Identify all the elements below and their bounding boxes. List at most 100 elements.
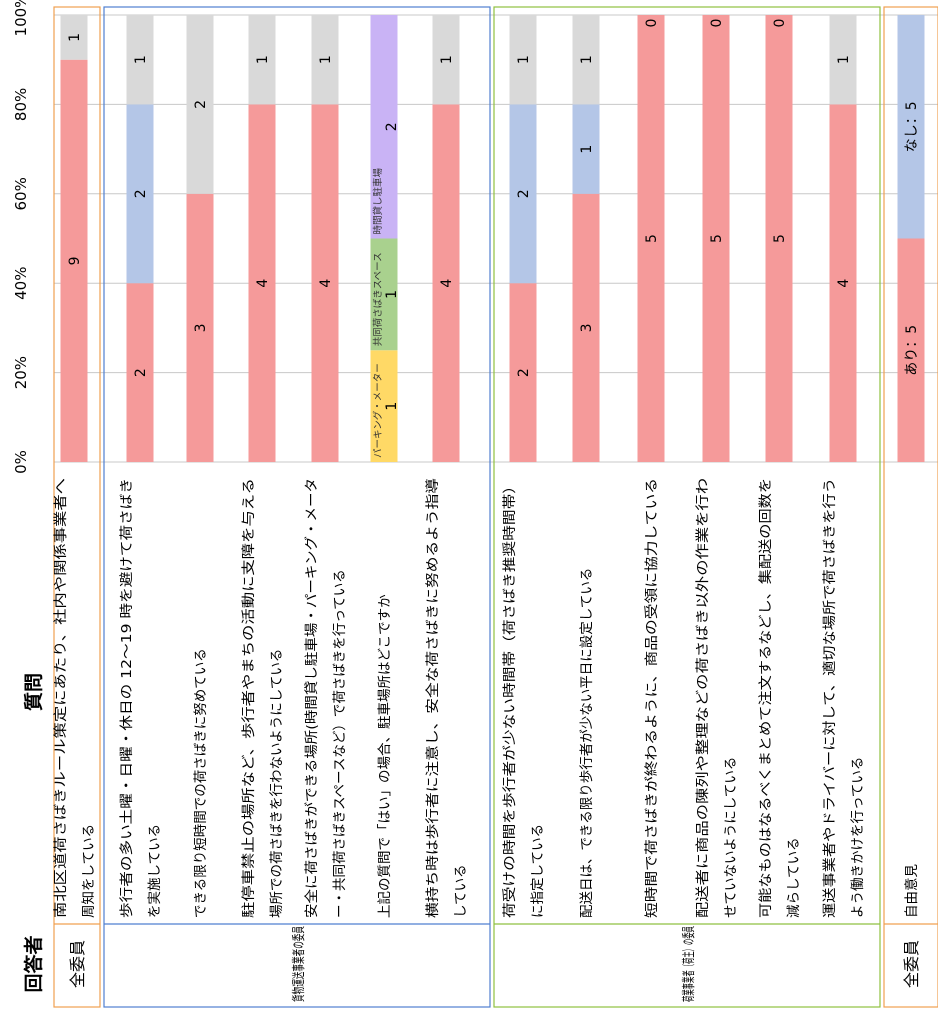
bar-value-label: 2 xyxy=(516,189,532,198)
bar-value-label: 4 xyxy=(255,279,271,288)
question-text: している xyxy=(453,864,469,918)
bar-value-label: 2 xyxy=(516,368,532,377)
question-text: 自由意見 xyxy=(903,864,920,918)
question-text: 短時間で荷さばきが終わるように、商品の受領に協力している xyxy=(643,478,660,918)
segment-category-label: パーキング・メーター xyxy=(372,363,384,458)
bar-value-label: 1 xyxy=(439,55,455,64)
bar-value-label: 0 xyxy=(709,19,725,28)
question-text: せていないようにしている xyxy=(723,757,739,918)
bar-segment xyxy=(126,104,154,284)
axis-tick-label: 80% xyxy=(12,88,30,121)
axis-tick-label: 0% xyxy=(12,450,30,474)
question-text: 場所での荷さばきを行わないようにしている xyxy=(269,649,285,918)
bar-segment xyxy=(509,15,537,105)
question-rows: 南北区道荷さばきルール策定にあたり、社内や関係事業者へ 周知をしている 9 1 歩行者の… xyxy=(52,14,925,918)
bar-value-label: 1 xyxy=(384,290,400,299)
bar-value-label: 1 xyxy=(516,55,532,64)
question-text: 配送者に商品の陳列や整理などの荷さばき以外の作業を行わ xyxy=(695,478,711,918)
respondent-group-label: 全委員 xyxy=(68,940,87,988)
respondent-groups: 全委員 貨物運送事業者の委員 荷業事業者（荷主）の委員 全委員 xyxy=(53,6,938,1008)
bar-segment xyxy=(186,193,214,462)
bar-segment xyxy=(126,283,154,462)
question-text: よう働きかけを行っている xyxy=(850,757,866,918)
bar-segment xyxy=(572,104,600,194)
bar-value-label: 4 xyxy=(836,279,852,288)
question-text: 南北区道荷さばきルール策定にあたり、社内や関係事業者へ xyxy=(52,478,69,918)
bar-segment xyxy=(432,15,460,105)
bar-value-label: 1 xyxy=(318,55,334,64)
bar-segment xyxy=(897,238,925,462)
segment-category-label: 共同荷さばきスペース xyxy=(373,252,384,346)
bar-segment xyxy=(311,104,339,462)
bar-value-label: 1 xyxy=(384,402,400,411)
bar-segment xyxy=(186,14,214,194)
bar-value-label: あり：5 xyxy=(904,325,920,376)
bar-value-label: 2 xyxy=(133,189,149,198)
bar-segment xyxy=(60,15,88,60)
bar-value-label: 2 xyxy=(133,368,149,377)
axis-tick-label: 60% xyxy=(12,177,30,210)
bar-value-label: 0 xyxy=(644,19,660,28)
bar-value-label: 2 xyxy=(384,122,400,131)
question-text: に指定している xyxy=(530,824,546,918)
question-header: 質問 xyxy=(22,673,45,711)
bar-value-label: 1 xyxy=(836,55,852,64)
axis-tick-label: 40% xyxy=(12,267,30,300)
question-text: 運送事業者やドライバーに対して、適切な場所で荷さばきを行う xyxy=(821,478,838,918)
bar-segment xyxy=(829,104,857,462)
bar-segment xyxy=(370,238,398,351)
bar-value-label: 3 xyxy=(579,323,595,332)
question-text: 上記の質問で「はい」の場合、駐車場所はどこですか xyxy=(376,594,393,918)
bar-value-label: 4 xyxy=(439,279,455,288)
question-text: 横持ち時は歩行者に注意し、安全な荷さばきに努めるよう指導 xyxy=(424,478,441,918)
respondent-group-label: 全委員 xyxy=(902,940,921,988)
bar-segment xyxy=(311,15,339,105)
bar-segment xyxy=(509,104,537,284)
table-header: 回答者 質問 xyxy=(22,673,45,993)
bar-segment xyxy=(370,15,398,239)
respondent-header: 回答者 xyxy=(22,935,45,992)
bar-value-label: 4 xyxy=(318,279,334,288)
respondent-group-label: 貨物運送事業者の委員 xyxy=(291,926,307,1002)
bar-segment xyxy=(60,59,88,462)
bar-segment xyxy=(572,15,600,105)
bar-value-label: 5 xyxy=(709,234,725,243)
respondent-group-frame xyxy=(103,6,491,1008)
bar-value-label: 1 xyxy=(255,55,271,64)
question-text: 減らしている xyxy=(785,837,802,918)
respondent-group-frame xyxy=(53,6,101,1008)
bar-segment xyxy=(702,15,730,462)
bar-value-label: なし：5 xyxy=(904,101,920,152)
bar-segment xyxy=(637,15,665,462)
bar-segment xyxy=(572,193,600,462)
question-text: ー・共同荷さばきスペースなど）で荷さばきを行っている xyxy=(332,569,348,918)
question-text: 荷受けの時間を歩行者が少ない時間帯（荷さばき推奨時間帯） xyxy=(502,478,518,918)
question-text: 配送日は、できる限り歩行者が少ない平日に設定している xyxy=(579,568,595,918)
question-text: 周知をしている xyxy=(80,824,97,918)
bar-segment xyxy=(829,15,857,105)
bar-segment xyxy=(897,15,925,239)
segment-category-label: 時間貸し駐車場 xyxy=(372,167,384,234)
bar-value-label: 9 xyxy=(67,256,83,265)
bar-segment xyxy=(248,15,276,105)
bar-value-label: 3 xyxy=(193,323,209,332)
axis-tick-label: 100% xyxy=(12,0,30,36)
respondent-group-frame xyxy=(493,6,881,1008)
question-text: 安全に荷さばきができる場所(時間貸し駐車場・パーキング・メータ xyxy=(303,478,320,918)
bar-value-label: 5 xyxy=(644,234,660,243)
respondent-group-frame xyxy=(883,6,938,1008)
question-text: できる限り短時間での荷さばきに努めている xyxy=(193,648,209,918)
question-text: 可能なものはなるべくまとめて注文するなどし、集配送の回数を xyxy=(758,478,774,918)
question-text: 駐停車禁止の場所など、歩行者やまちの活動に支障を与える xyxy=(240,478,257,918)
bar-segment xyxy=(248,104,276,462)
axis-tick-label: 20% xyxy=(12,356,30,389)
bar-segment xyxy=(509,283,537,462)
bar-value-label: 1 xyxy=(579,145,595,154)
question-text: 歩行者の多い土曜・日曜・休日の 12～19 時を避けて荷さばき xyxy=(118,478,135,918)
respondent-group-label: 荷業事業者（荷主）の委員 xyxy=(681,926,697,1002)
bar-segment xyxy=(765,15,793,462)
bar-value-label: 1 xyxy=(579,55,595,64)
question-text: を実施している xyxy=(147,824,163,918)
